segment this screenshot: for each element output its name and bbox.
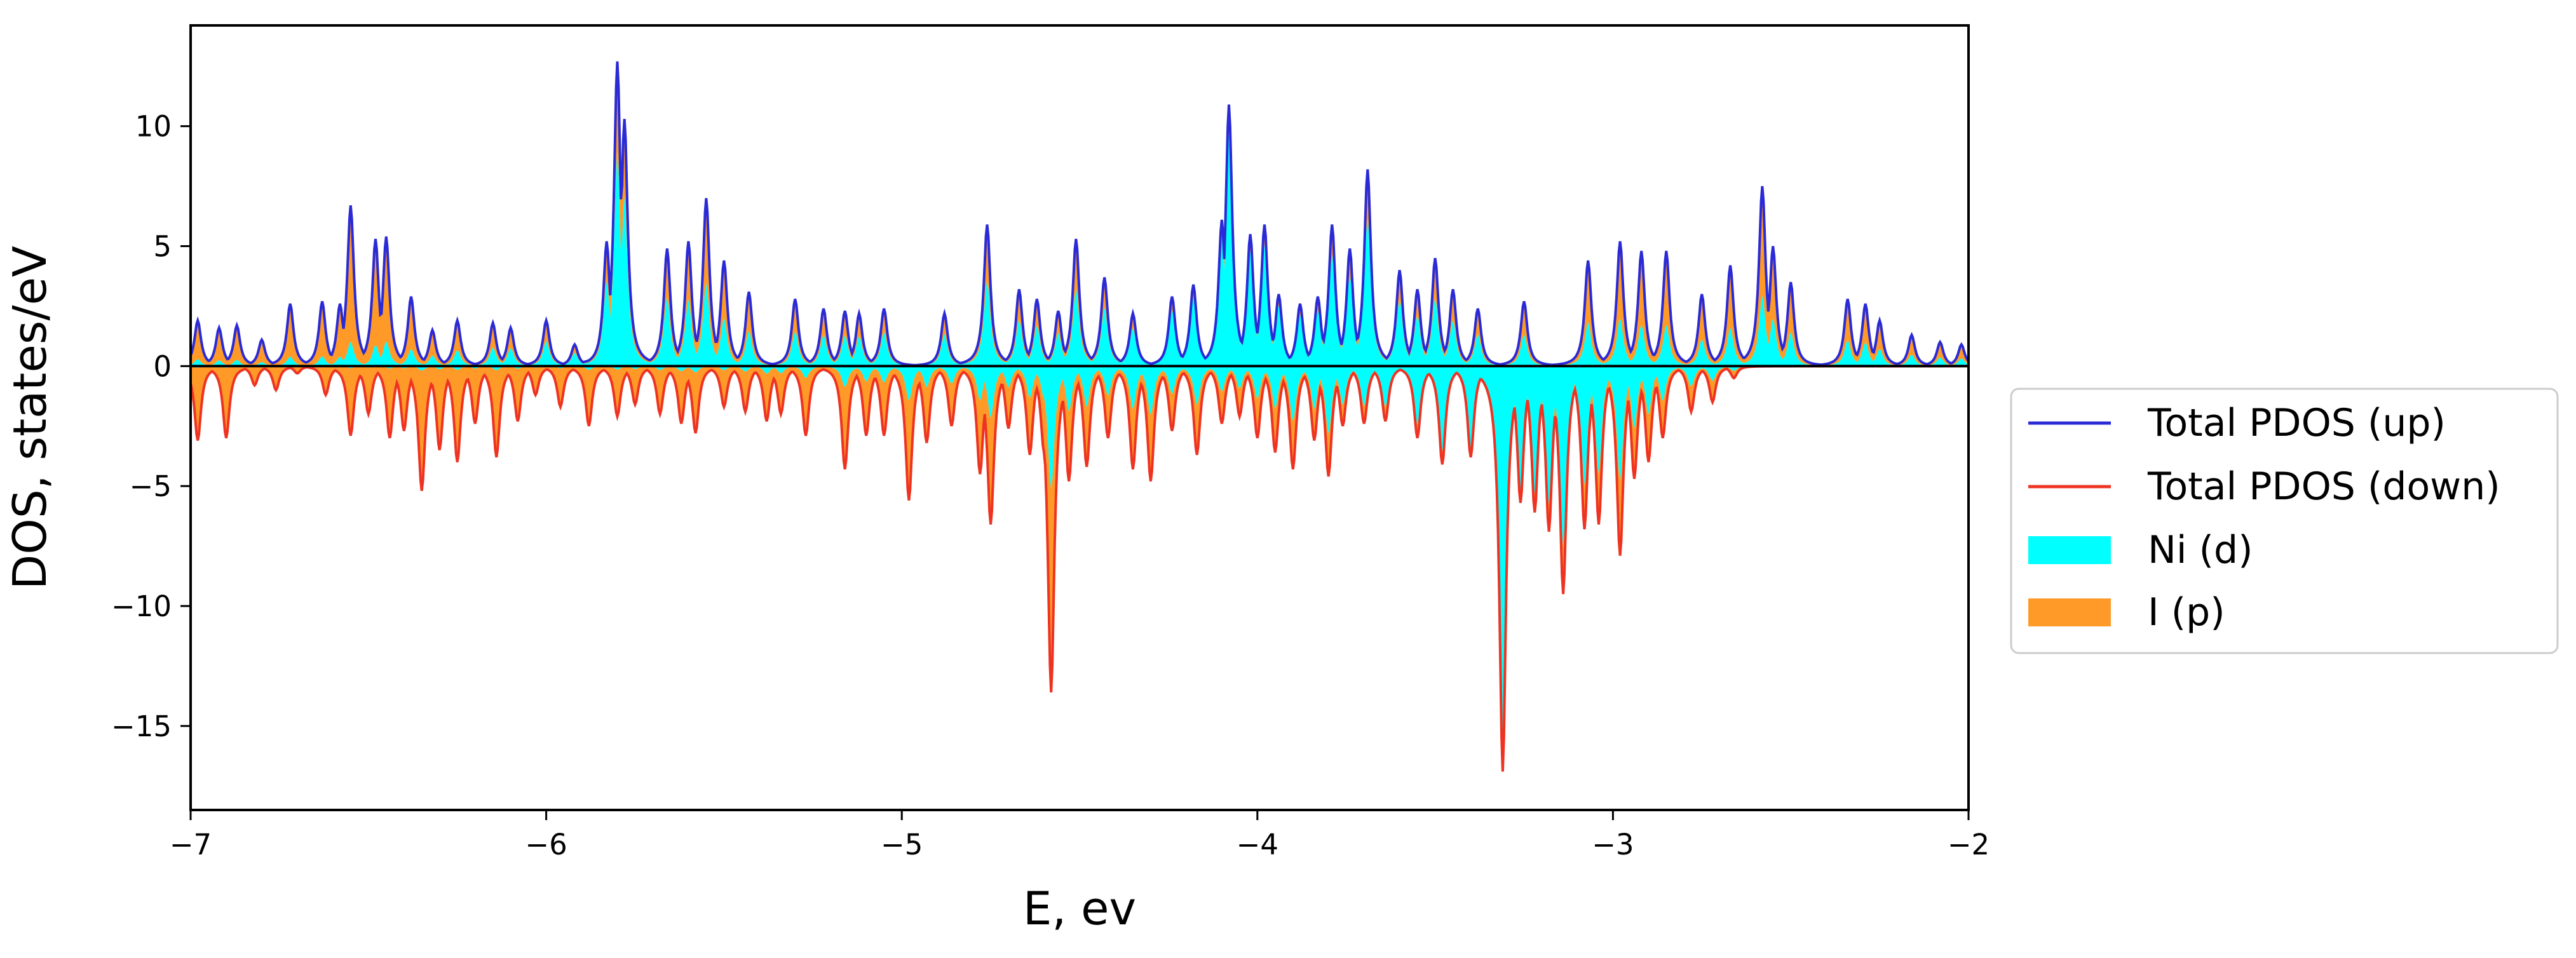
x-tick-label: −3 <box>1592 828 1634 861</box>
x-axis-label: E, ev <box>1023 882 1136 935</box>
x-tick-label: −6 <box>525 828 567 861</box>
axes-frame <box>189 24 1970 811</box>
legend-label-ni-d: Ni (d) <box>2148 528 2253 572</box>
y-tick-label: −15 <box>111 710 172 743</box>
y-tick-label: −5 <box>130 469 172 503</box>
y-tick-label: 10 <box>135 110 172 144</box>
legend-swatch-ni-d <box>2028 536 2111 564</box>
legend-label-i-p: I (p) <box>2148 590 2225 635</box>
legend-label-total-down: Total PDOS (down) <box>2147 464 2500 509</box>
y-axis-label: DOS, states/eV <box>3 246 57 590</box>
x-tick-label: −5 <box>881 828 923 861</box>
total-pdos-up-line <box>191 61 1969 367</box>
x-tick-label: −2 <box>1948 828 1990 861</box>
plot-area <box>191 61 1969 772</box>
ni-d-area-up <box>191 132 1969 367</box>
i-p-area-down <box>191 366 1969 772</box>
legend-label-total-up: Total PDOS (up) <box>2147 401 2446 445</box>
plot-series <box>191 61 1969 772</box>
y-tick-label: −10 <box>111 590 172 623</box>
x-tick-label: −4 <box>1237 828 1278 861</box>
x-axis: −7 −6 −5 −4 −3 −2 <box>170 810 1990 861</box>
y-tick-label: 0 <box>153 349 172 383</box>
legend: Total PDOS (up) Total PDOS (down) Ni (d)… <box>2010 388 2559 654</box>
legend-box <box>2010 388 2559 654</box>
total-pdos-down-line <box>191 365 1969 772</box>
y-tick-label: 5 <box>153 229 172 263</box>
x-tick-label: −7 <box>170 828 212 861</box>
y-axis: −15 −10 −5 0 5 10 <box>111 110 191 743</box>
legend-swatch-i-p <box>2028 598 2111 626</box>
